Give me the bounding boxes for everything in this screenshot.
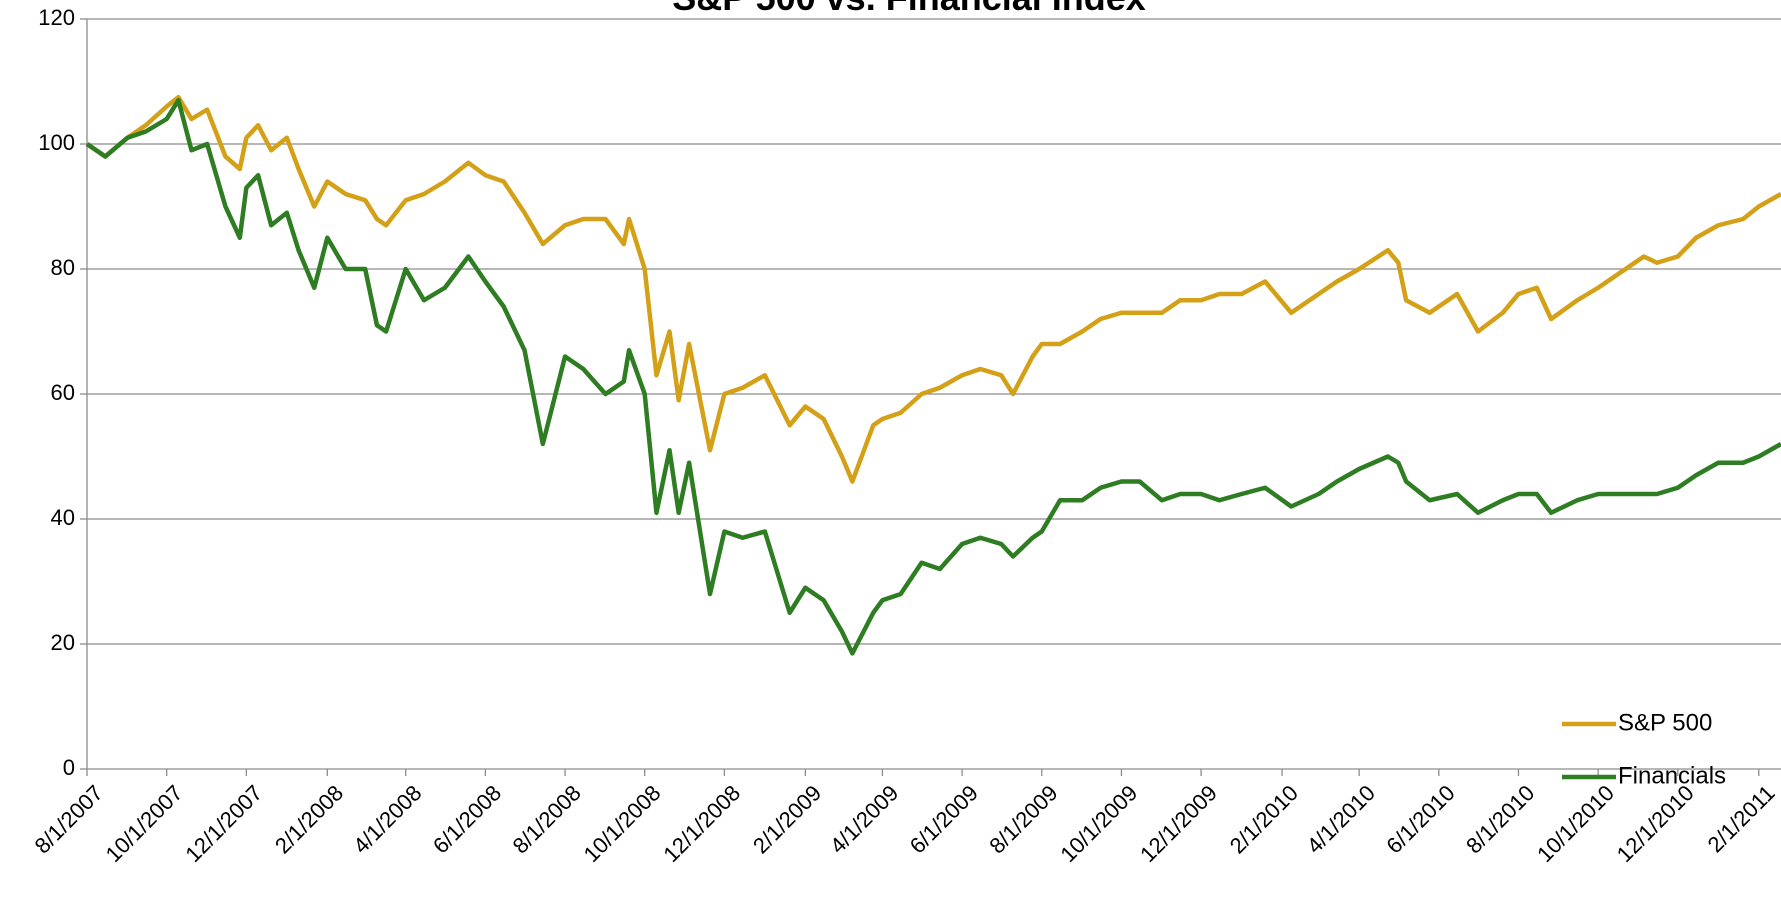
x-tick-label: 12/1/2007 [180,780,267,867]
x-tick-label: 8/1/2010 [1461,780,1539,858]
y-tick-label: 100 [38,130,75,155]
x-tick-label: 2/1/2008 [270,780,348,858]
x-tick-label: 2/1/2009 [748,780,826,858]
series-line [85,94,1781,484]
x-tick-label: 12/1/2010 [1612,780,1699,867]
x-tick-label: 2/1/2011 [1703,780,1780,857]
legend-label: S&P 500 [1618,709,1712,736]
y-tick-label: 60 [51,380,75,405]
x-tick-label: 10/1/2008 [579,780,666,867]
y-tick-label: 120 [38,5,75,30]
x-tick-label: 8/1/2007 [30,780,108,858]
x-tick-label: 4/1/2010 [1302,780,1380,858]
x-tick-label: 4/1/2009 [825,780,903,858]
x-tick-label: 10/1/2010 [1532,780,1619,867]
x-tick-label: 12/1/2008 [658,780,745,867]
x-tick-label: 10/1/2007 [101,780,188,867]
y-tick-label: 0 [63,755,75,780]
series-line [85,98,1781,656]
x-tick-label: 6/1/2008 [428,780,506,858]
x-tick-label: 8/1/2008 [508,780,586,858]
chart-title: S&P 500 vs. Financial Index [672,0,1146,18]
x-tick-label: 6/1/2009 [905,780,983,858]
y-tick-label: 80 [51,255,75,280]
legend: S&P 500 Financials [1562,709,1726,789]
x-tick-label: 10/1/2009 [1055,780,1142,867]
x-tick-label: 6/1/2010 [1381,780,1459,858]
legend-label: Financials [1618,762,1726,789]
y-tick-label: 20 [51,630,75,655]
x-tick-label: 4/1/2008 [348,780,426,858]
y-tick-label: 40 [51,505,75,530]
x-tick-label: 12/1/2009 [1135,780,1222,867]
x-tick-label: 8/1/2009 [984,780,1062,858]
x-tick-label: 2/1/2010 [1225,780,1303,858]
